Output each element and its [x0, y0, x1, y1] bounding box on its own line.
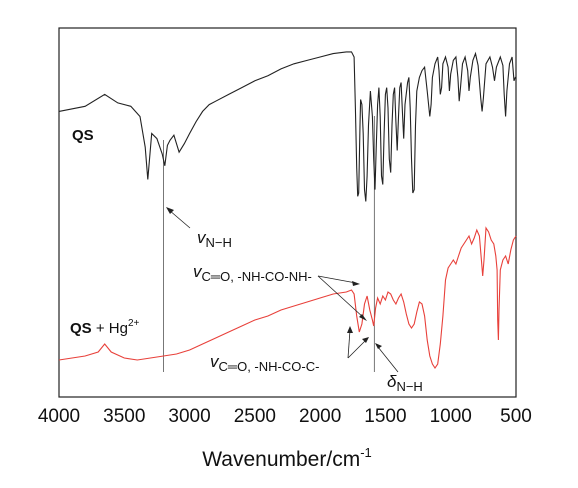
plot-frame	[58, 27, 517, 398]
x-tick-label: 1000	[430, 406, 472, 427]
annotation-arrow-amide	[347, 329, 351, 359]
x-tick-label: 1500	[364, 406, 406, 427]
arrowhead-amide-2	[362, 337, 369, 343]
annotation-arrow-urea-2	[317, 275, 365, 319]
x-axis-title: Wavenumber/cm-1	[202, 445, 372, 471]
x-tick-label: 2500	[234, 406, 276, 427]
series-line-qs	[58, 51, 516, 202]
annotation-nh-stretch: vN−H	[197, 228, 232, 250]
x-axis-ticks: 4000 3500 3000 2500 2000 1500 1000 500	[38, 406, 532, 427]
arrowhead-nh-bend	[375, 343, 382, 349]
x-tick-label: 500	[500, 406, 532, 427]
x-tick-label: 3000	[168, 406, 210, 427]
annotation-arrow-urea	[317, 275, 357, 284]
annotation-arrow-nh-bend	[377, 346, 399, 373]
series-label-qs: QS	[72, 127, 94, 144]
annotation-arrow-amide-2	[347, 339, 367, 359]
x-tick-label: 4000	[38, 406, 80, 427]
x-tick-label: 2000	[299, 406, 341, 427]
arrowhead-urea	[352, 281, 360, 286]
series-line-qs-hg	[58, 226, 517, 369]
annotation-amide-stretch: vC═O, -NH-CO-C-	[210, 352, 319, 374]
annotation-arrow-nh-stretch	[168, 209, 191, 229]
annotation-urea-stretch: vC═O, -NH-CO-NH-	[193, 262, 312, 284]
arrowhead-nh-stretch	[166, 207, 174, 214]
series-label-qs-hg: QS + Hg2+	[70, 318, 140, 337]
annotation-nh-bend: δN−H	[387, 372, 423, 394]
x-tick-label: 3500	[103, 406, 145, 427]
arrowhead-amide	[347, 326, 353, 333]
arrowhead-urea-2	[359, 314, 367, 321]
